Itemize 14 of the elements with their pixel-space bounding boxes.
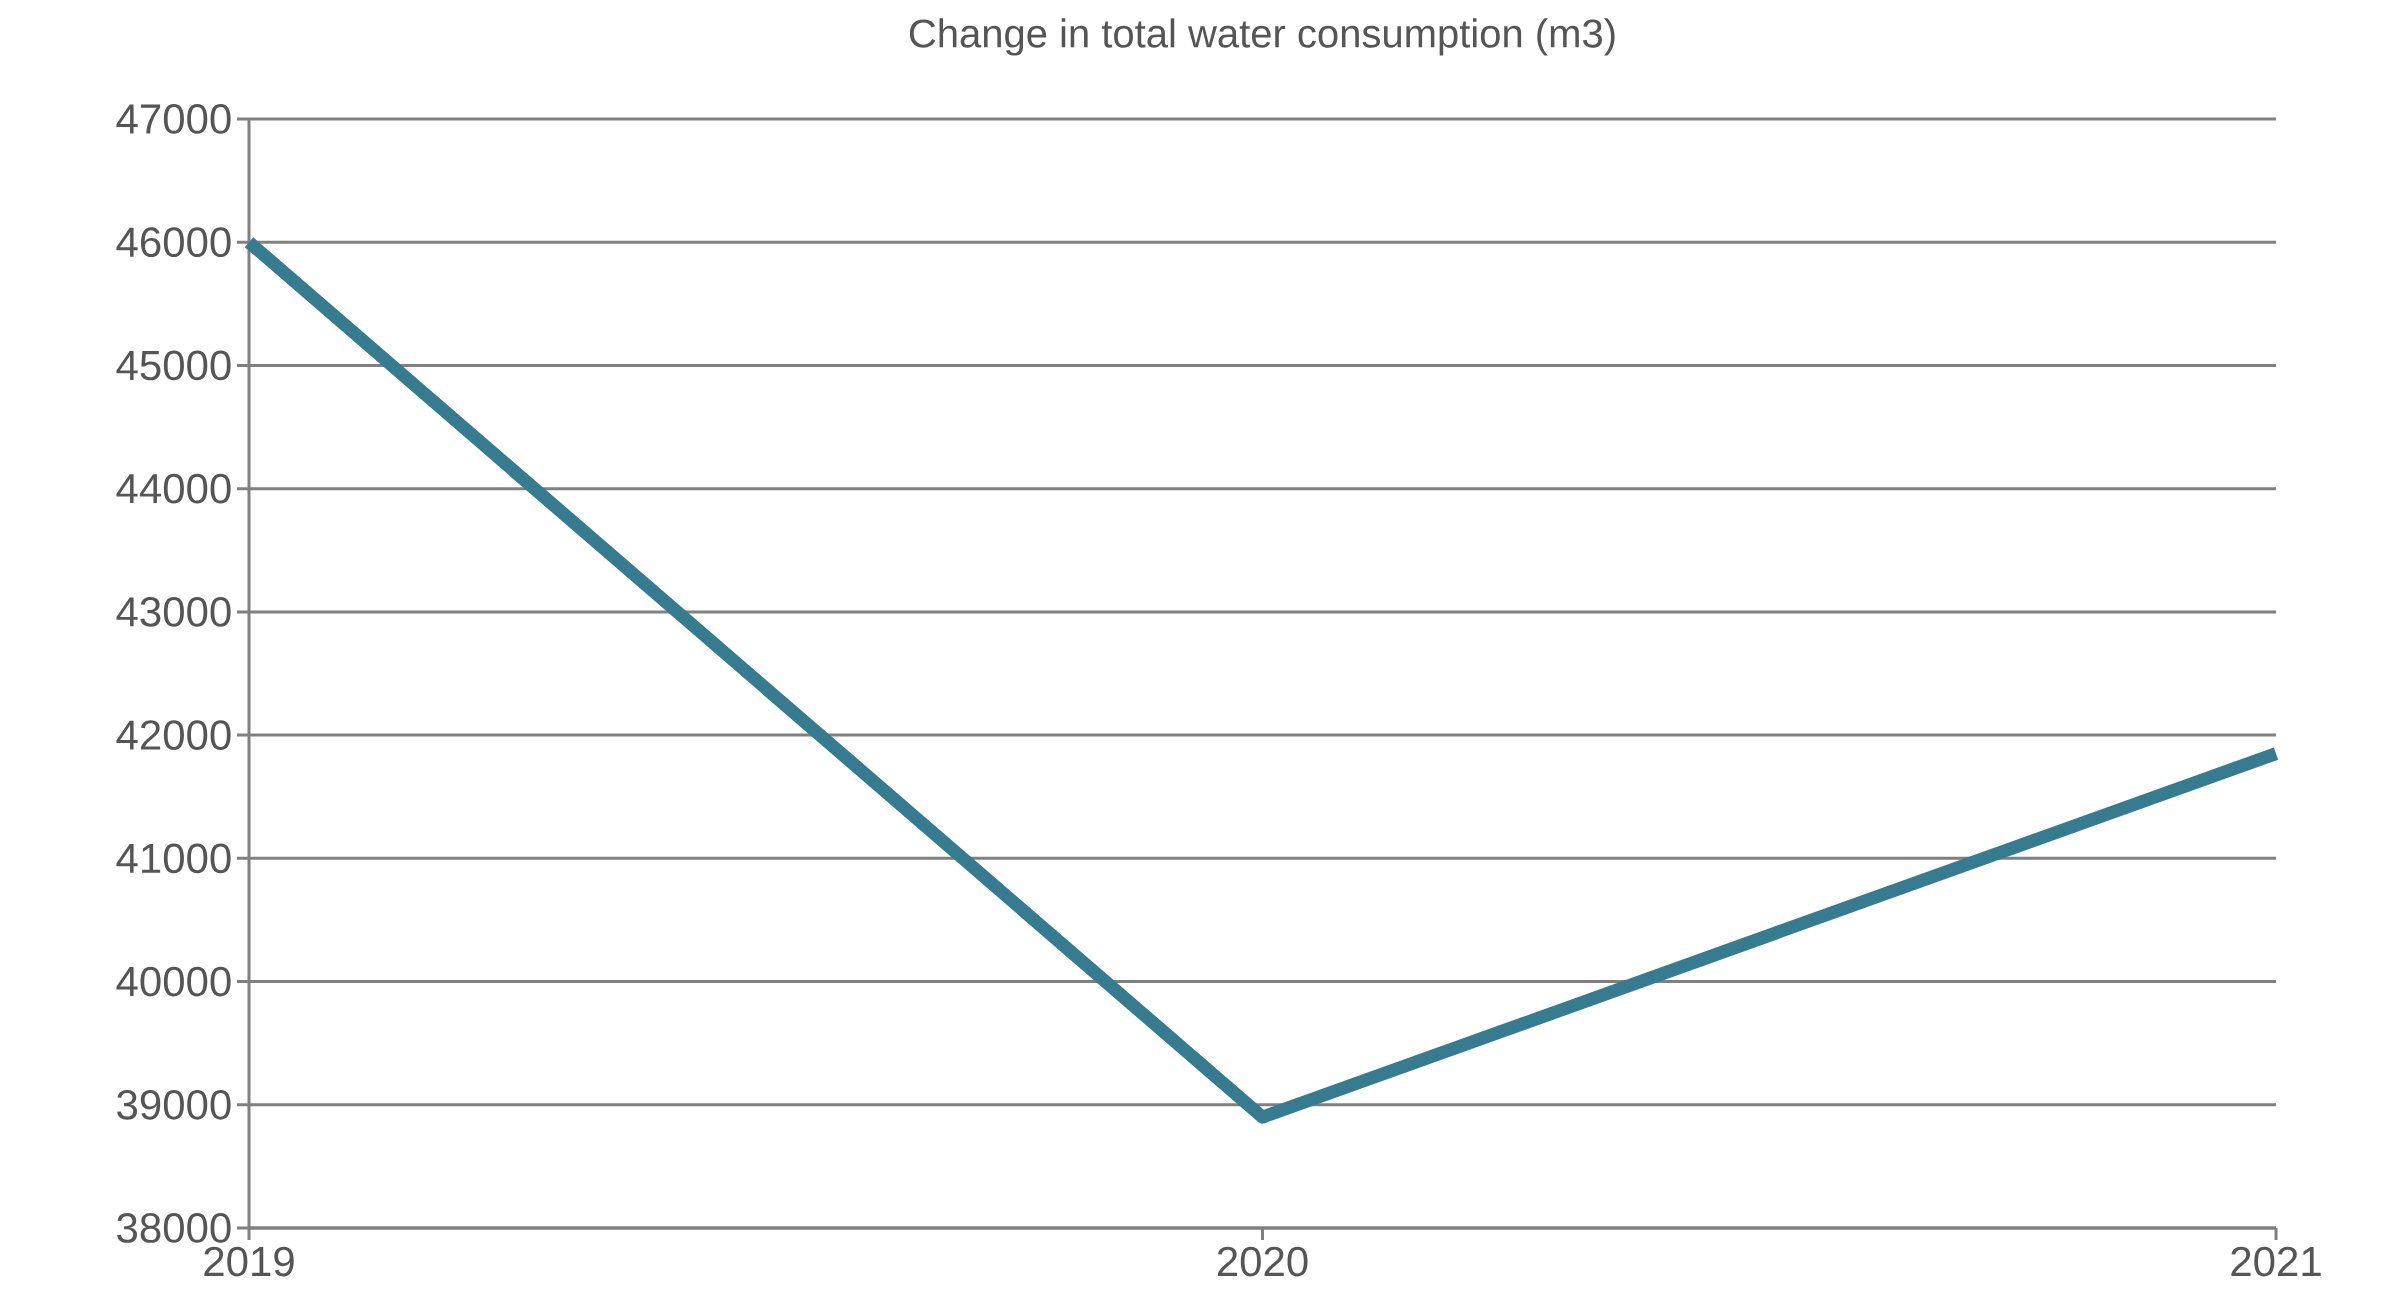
chart-title: Change in total water consumption (m3): [909, 18, 1615, 56]
y-tick-label: 44000: [116, 473, 231, 504]
y-tick-label: 45000: [116, 350, 231, 381]
y-tick-label: 41000: [116, 843, 231, 874]
x-tick-label: 2020: [1217, 1246, 1308, 1277]
y-tick-label: 42000: [116, 720, 231, 750]
y-tick-label: 43000: [116, 597, 231, 627]
x-tick-label: 2021: [2231, 1246, 2321, 1277]
y-tick-label: 46000: [116, 227, 231, 258]
y-tick-label: 40000: [116, 966, 231, 997]
y-tick-label: 38000: [117, 1213, 231, 1243]
y-tick-label: 47000: [116, 104, 231, 134]
x-tick-label: 2019: [204, 1246, 294, 1277]
y-tick-label: 39000: [117, 1089, 231, 1120]
